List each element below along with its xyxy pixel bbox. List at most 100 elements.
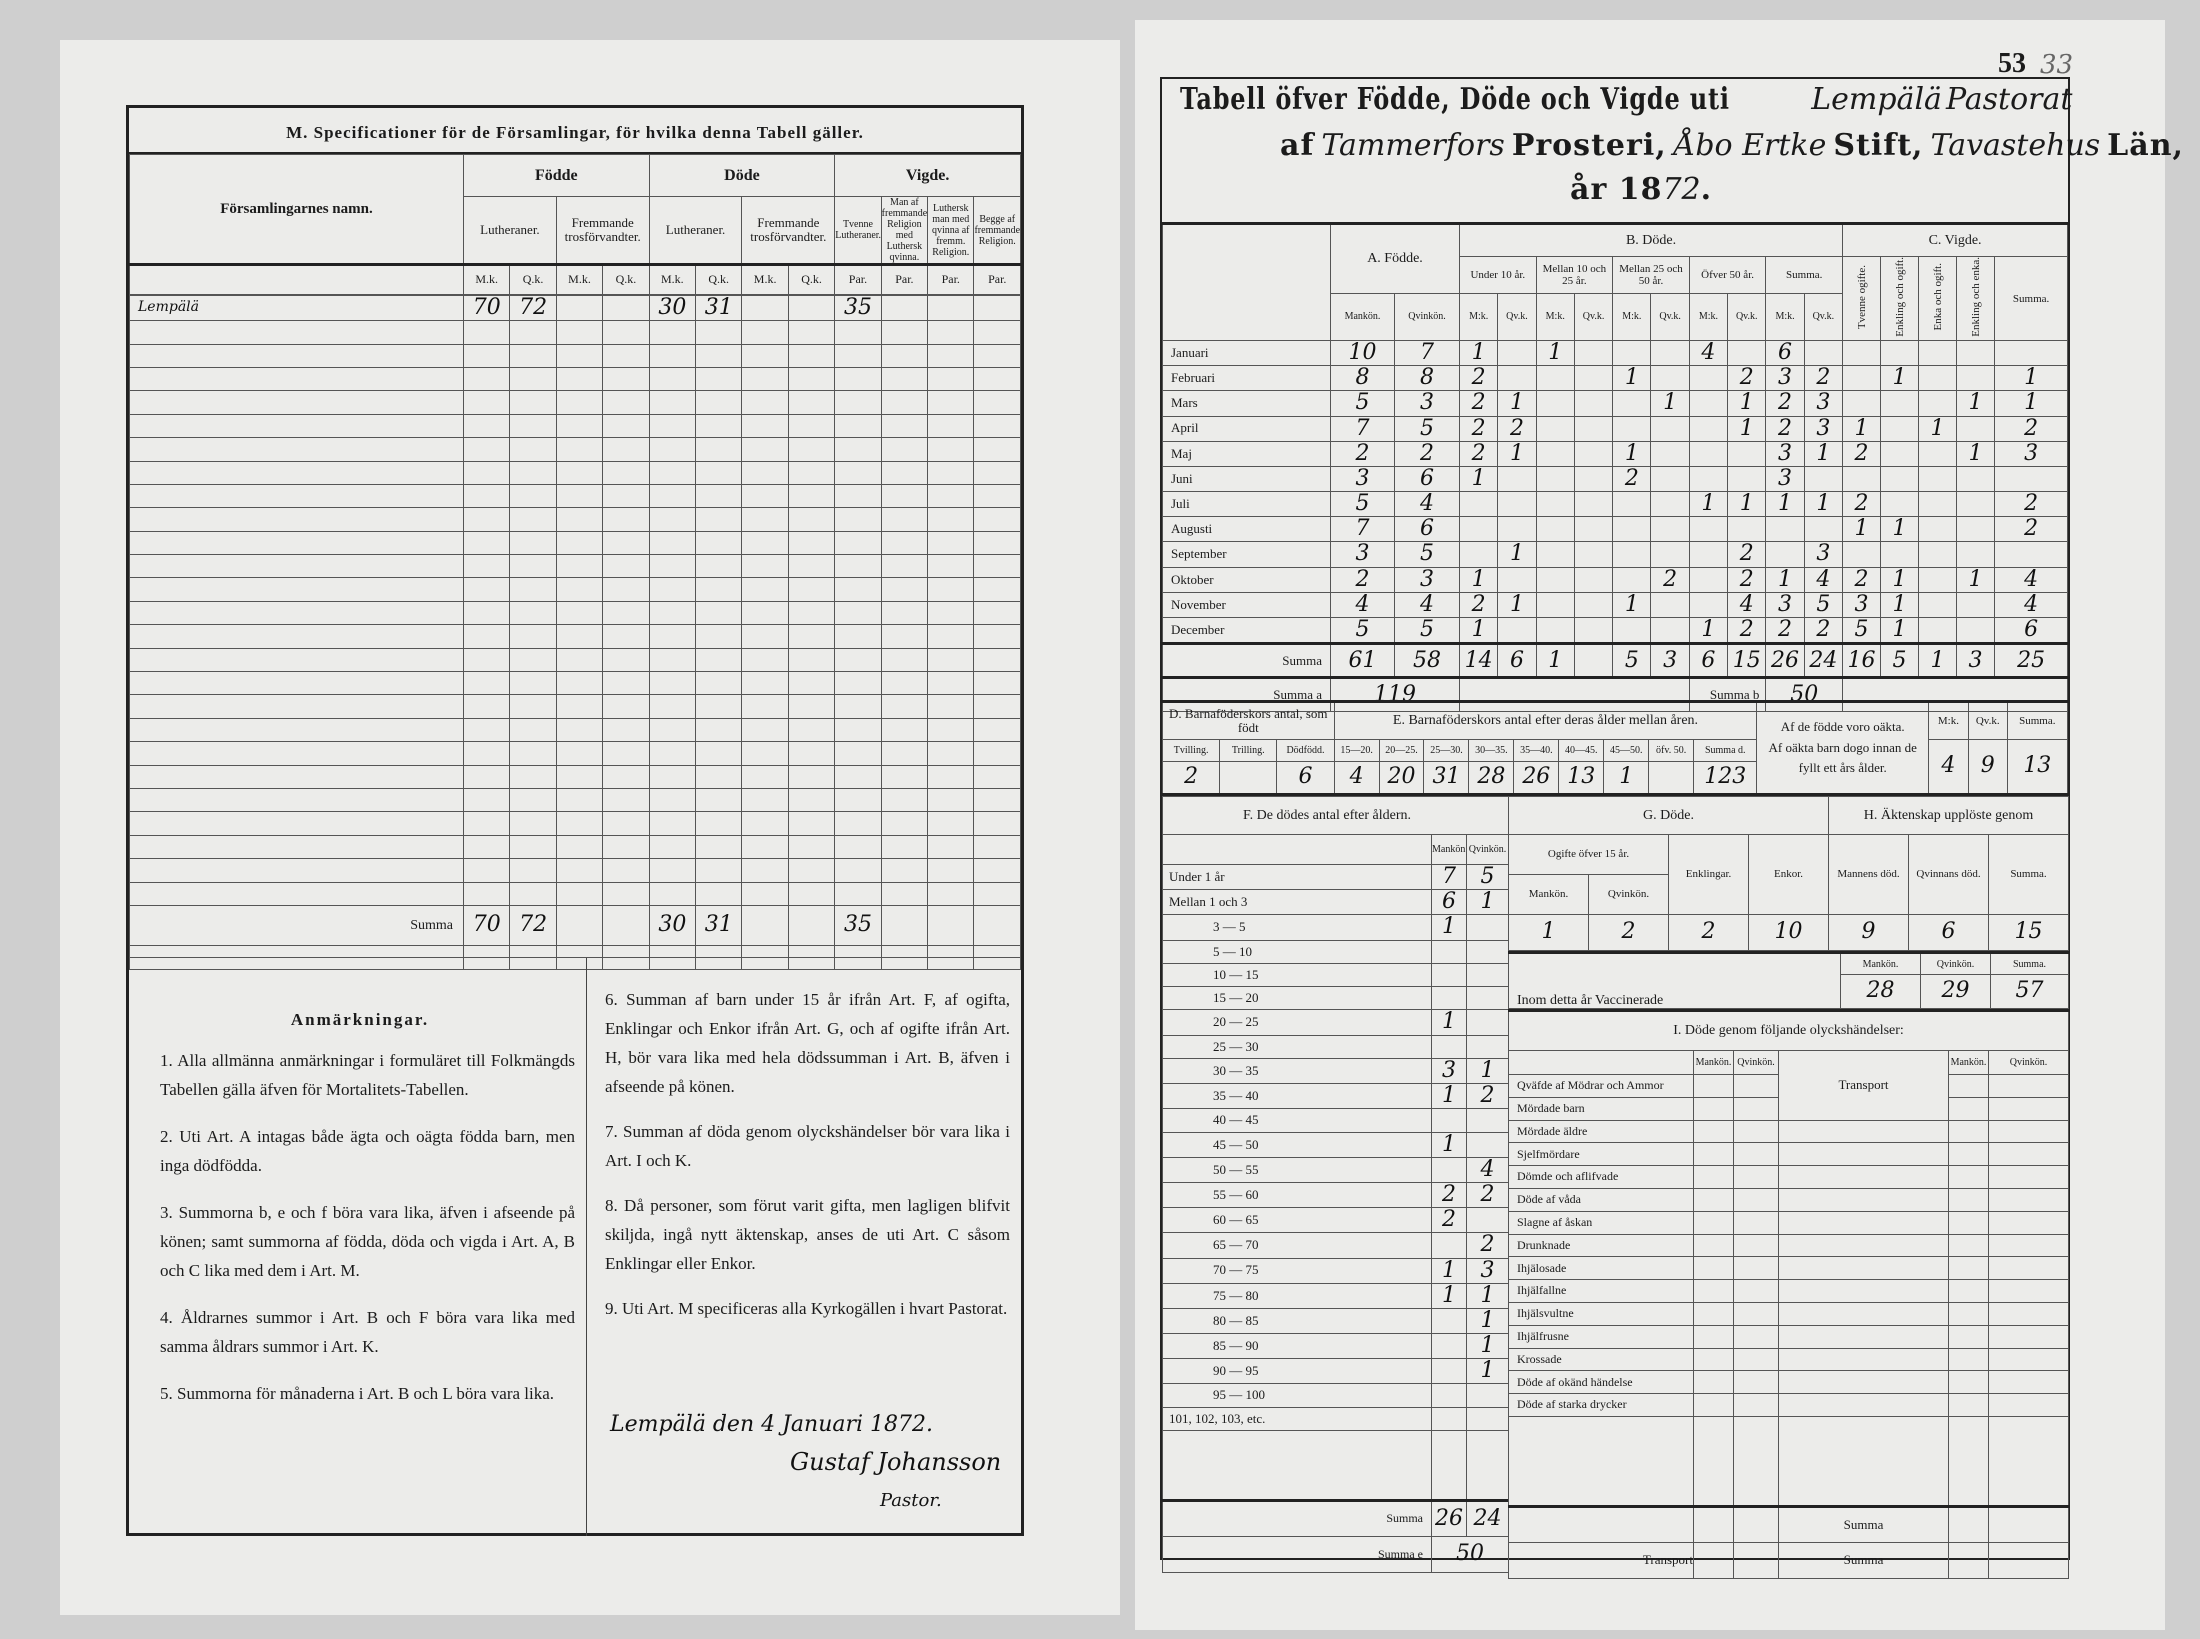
cell (695, 811, 743, 836)
cell (834, 834, 882, 860)
cell (555, 460, 604, 485)
g-value: 10 (1748, 914, 1829, 951)
specification-summa-row: Summa 70 72 30 31 35 (129, 904, 1021, 946)
cell (741, 741, 789, 766)
cell (695, 437, 743, 462)
specification-row (129, 366, 1021, 392)
cell (462, 600, 511, 626)
cell (834, 881, 882, 906)
cell (880, 741, 929, 766)
cell (509, 741, 557, 766)
vaccinated-row: 28 29 57 (1509, 974, 2069, 1009)
cell (1693, 1256, 1734, 1281)
summa-m: 26 (1431, 1500, 1467, 1538)
age-row: 40 — 45 (1162, 1108, 1510, 1133)
cell: 3 (1330, 465, 1395, 493)
cell (1535, 440, 1575, 467)
section-h-heading: H. Äktenskap upplöste genom (1828, 796, 2069, 835)
illegitimate-col: Qv.k. (1967, 701, 2008, 740)
e-value: 123 (1693, 761, 1758, 795)
cell (741, 460, 789, 485)
gh-heading-row: G. Döde. H. Äktenskap upplöste genom (1508, 796, 2069, 835)
cell (1733, 1119, 1779, 1144)
specification-row (129, 834, 1021, 860)
cell (1465, 1009, 1510, 1036)
unit-header: M.k. (648, 264, 697, 295)
cell (927, 881, 975, 906)
blank (1778, 1415, 1949, 1507)
blank (1508, 1415, 1694, 1507)
month-label: April (1162, 415, 1331, 442)
month-row: Januari 10 7 1 1 4 6 (1162, 339, 2069, 367)
cell (1465, 939, 1510, 964)
cell (462, 483, 511, 509)
parish-name (129, 717, 464, 743)
cell (1987, 1347, 2070, 1372)
e-col: 30—35. (1468, 739, 1515, 762)
cell (834, 460, 882, 485)
cell (462, 507, 511, 532)
age-label: 20 — 25 (1162, 1009, 1432, 1036)
cell (129, 956, 464, 970)
subheader: Lutheraner. (463, 196, 557, 265)
age-row: 90 — 95 1 (1162, 1358, 1510, 1385)
accident-row: Dömde och aflifvade (1508, 1165, 2070, 1189)
header-row-3: Mankön. Qvinkön. M:k. Qv.k. M:k. Qv.k. M:k. Qv.… (1163, 292, 2068, 341)
cell (787, 320, 836, 345)
cell (462, 944, 511, 958)
cell (741, 834, 789, 860)
cell (787, 811, 836, 836)
cell: 2 (1431, 1181, 1467, 1209)
summa-cell: 3 (1650, 643, 1690, 679)
cell (1431, 1232, 1467, 1259)
subheader: Man af fremmande Religion med Luthersk q… (880, 196, 929, 265)
cell: 2 (1842, 491, 1882, 518)
illegitimate-value: 9 (1967, 739, 2008, 795)
cell (1803, 339, 1844, 367)
cell: 1 (1842, 516, 1882, 543)
cell (1918, 390, 1958, 417)
cell (555, 671, 604, 696)
cell: 1 (1465, 1282, 1510, 1309)
cell (880, 390, 929, 415)
cell (602, 764, 650, 790)
cell (1465, 1034, 1510, 1059)
cell (509, 624, 557, 649)
accident-row: Döde af våda (1508, 1187, 2070, 1212)
illegitimate-row2-label: Af oäkta barn dogo innan de fyllt ett år… (1768, 739, 1917, 776)
accident-row: Mördade barn (1508, 1096, 2070, 1121)
cell (1987, 1096, 2070, 1121)
cell (787, 460, 836, 485)
cell (1431, 986, 1467, 1011)
cell (602, 460, 650, 485)
cell: 3 (1765, 465, 1805, 493)
cell (787, 647, 836, 673)
cell (462, 577, 511, 602)
age-row: 85 — 90 1 (1162, 1333, 1510, 1360)
cell (1765, 516, 1805, 543)
cell: 5 (1330, 390, 1395, 417)
cell: 1 (1956, 390, 1996, 417)
age-row: 65 — 70 2 (1162, 1232, 1510, 1259)
vaccinated-col: Summa. (1990, 952, 2069, 975)
cell (1535, 616, 1575, 645)
cell (741, 343, 789, 368)
cell (695, 647, 743, 673)
cell (787, 717, 836, 743)
cell: 1 (1956, 440, 1996, 467)
cell (1948, 1541, 1989, 1579)
cell (602, 507, 650, 532)
cell (1573, 339, 1614, 367)
vaccinated-label: Inom detta år Vaccinerade (1508, 952, 1841, 1009)
cell (880, 944, 929, 958)
b-group-header: Mellan 25 och 50 år. (1612, 256, 1690, 294)
cell: 7 (1330, 415, 1395, 442)
summa-cell: 5 (1880, 643, 1920, 679)
transport-bottom-label: Transport (1508, 1541, 1694, 1579)
specification-row (129, 507, 1021, 532)
cell (973, 764, 1021, 790)
summa-cell (741, 904, 789, 946)
age-label: 10 — 15 (1162, 962, 1432, 988)
parish-name (129, 343, 464, 368)
cell (927, 577, 975, 602)
